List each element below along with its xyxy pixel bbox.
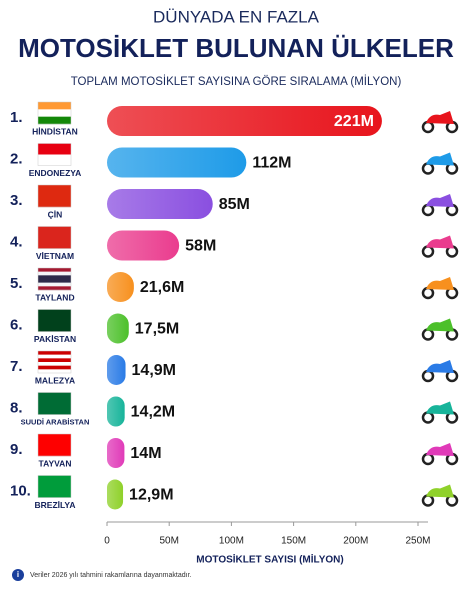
rank-label: 4. <box>10 233 23 250</box>
value-label: 221M <box>334 113 374 130</box>
country-label: TAYVAN <box>39 458 72 468</box>
rank-label: 7. <box>10 358 23 375</box>
moto-body <box>426 277 454 290</box>
rank-label: 2. <box>10 150 23 167</box>
chart-title-main: MOTOSİKLET BULUNAN ÜLKELER <box>18 33 454 63</box>
flag-border <box>37 267 72 291</box>
x-tick-label: 200M <box>343 536 368 547</box>
country-label: ENDONEZYA <box>29 168 82 178</box>
country-label: SUUDİ ARABİSTAN <box>21 417 90 426</box>
moto-body <box>426 484 454 498</box>
flag-border <box>37 143 72 166</box>
flag-stripe <box>38 102 71 110</box>
flag-stripe <box>38 369 71 374</box>
moto-body <box>426 152 454 166</box>
flag-border <box>37 475 72 498</box>
flag-stripe <box>38 475 71 498</box>
flag-stripe <box>38 226 71 249</box>
flag-stripe <box>38 116 71 125</box>
info-icon <box>12 569 24 581</box>
flag-border <box>37 101 72 125</box>
chart-title: DÜNYADA EN FAZLA <box>153 7 320 26</box>
value-label: 112M <box>252 155 291 172</box>
rank-label: 3. <box>10 192 23 209</box>
flag-stripe <box>38 154 71 166</box>
moto-body <box>426 443 454 456</box>
bar <box>107 313 129 344</box>
x-tick-label: 50M <box>159 536 178 547</box>
flag-border <box>37 392 72 415</box>
rank-label: 1. <box>10 109 23 126</box>
bar <box>107 106 382 136</box>
x-tick-label: 100M <box>219 536 244 547</box>
value-label: 17,5M <box>135 321 179 338</box>
bar <box>107 479 124 510</box>
flag-border <box>37 433 72 457</box>
x-tick-label: 150M <box>281 536 306 547</box>
flag-border <box>37 309 72 332</box>
flag-stripe <box>38 392 71 415</box>
country-label: VİETNAM <box>36 251 74 261</box>
rank-label: 8. <box>10 399 23 416</box>
value-label: 58M <box>185 238 216 255</box>
flag-stripe <box>38 271 71 276</box>
value-label: 12,9M <box>129 487 173 504</box>
country-label: TAYLAND <box>35 292 74 302</box>
flag-border <box>37 184 72 208</box>
moto-body <box>426 111 454 124</box>
country-label: BREZİLYA <box>35 500 76 510</box>
moto-body <box>426 401 454 415</box>
moto-body <box>426 194 454 207</box>
value-label: 14,9M <box>132 362 176 379</box>
footnote: Veriler 2026 yılı tahmini rakamlarına da… <box>30 572 192 579</box>
chart-subtitle: TOPLAM MOTOSİKLET SAYISINA GÖRE SIRALAMA… <box>71 75 402 88</box>
flag-stripe <box>38 282 71 287</box>
bar <box>107 230 180 261</box>
bar <box>107 355 126 385</box>
info-icon-text: i <box>17 570 19 579</box>
x-axis-label: MOTOSİKLET SAYISI (MİLYON) <box>196 553 343 566</box>
moto-body <box>426 318 454 332</box>
country-label: HİNDİSTAN <box>32 126 78 136</box>
flag-stripe <box>38 354 71 359</box>
flag-stripe <box>38 268 71 272</box>
flag-border <box>37 226 72 249</box>
value-label: 14,2M <box>131 404 175 421</box>
flag-stripe <box>38 365 71 370</box>
rank-label: 6. <box>10 316 23 333</box>
value-label: 21,6M <box>140 279 184 296</box>
flag-stripe <box>38 279 71 283</box>
country-label: ÇİN <box>48 209 63 219</box>
flag-stripe <box>38 143 71 155</box>
country-label: MALEZYA <box>35 375 75 385</box>
country-label: PAKİSTAN <box>34 334 76 344</box>
value-label: 85M <box>219 196 250 213</box>
flag-stripe <box>38 358 71 363</box>
flag-stripe <box>38 109 71 117</box>
bar <box>107 189 213 219</box>
flag-stripe <box>38 434 71 457</box>
flag-stripe <box>38 362 71 366</box>
flag-stripe <box>38 275 71 280</box>
moto-body <box>426 235 454 249</box>
flag-border <box>37 350 72 374</box>
rank-label: 9. <box>10 441 23 458</box>
rank-label: 5. <box>10 275 23 292</box>
rank-label: 10. <box>10 482 31 499</box>
x-tick-label: 0 <box>104 536 110 547</box>
value-label: 14M <box>130 445 161 462</box>
bar <box>107 438 125 468</box>
bar <box>107 147 247 178</box>
flag-stripe <box>38 185 71 208</box>
flag-stripe <box>38 286 71 291</box>
flag-stripe <box>38 351 71 355</box>
bar <box>107 272 134 302</box>
flag-stripe <box>38 309 71 332</box>
bar <box>107 396 125 427</box>
moto-body <box>426 360 454 373</box>
x-tick-label: 250M <box>405 536 430 547</box>
